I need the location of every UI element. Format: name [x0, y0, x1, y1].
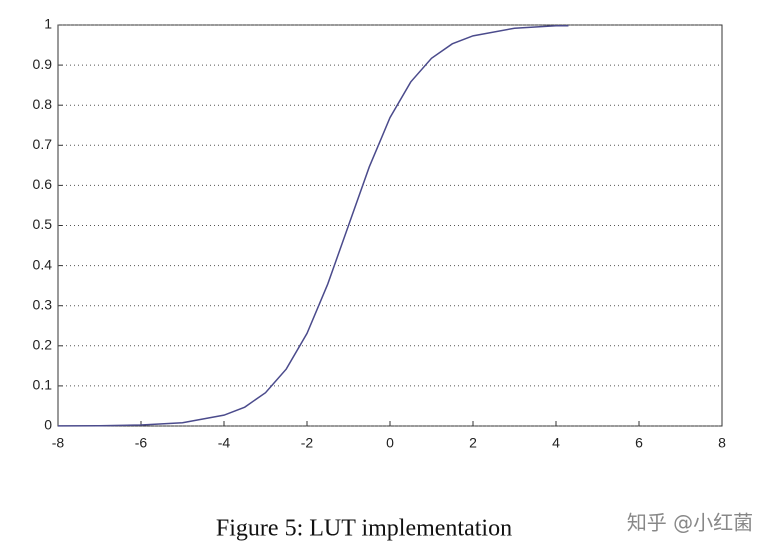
- y-tick-label: 0.6: [33, 176, 53, 192]
- y-tick-label: 0.8: [33, 96, 53, 112]
- y-tick-label: 0.7: [33, 136, 53, 152]
- y-tick-label: 0.5: [33, 216, 53, 232]
- x-tick-label: -8: [52, 435, 65, 451]
- x-tick-label: -2: [301, 435, 314, 451]
- watermark: 知乎 @小红菌: [627, 511, 753, 535]
- y-tick-label: 0.4: [33, 256, 53, 272]
- x-tick-label: 4: [552, 435, 560, 451]
- x-tick-label: -4: [218, 435, 231, 451]
- y-tick-label: 1: [44, 16, 52, 32]
- x-tick-label: -6: [135, 435, 148, 451]
- x-tick-label: 6: [635, 435, 643, 451]
- y-tick-label: 0: [44, 417, 52, 433]
- caption: Figure 5: LUT implementation: [216, 516, 512, 542]
- y-tick-label: 0.2: [33, 337, 53, 353]
- x-tick-label: 0: [386, 435, 394, 451]
- x-tick-label: 8: [718, 435, 726, 451]
- y-tick-label: 0.3: [33, 296, 53, 312]
- y-tick-label: 0.1: [33, 377, 53, 393]
- data-line: [57, 25, 569, 427]
- x-tick-label: 2: [469, 435, 477, 451]
- y-tick-label: 0.9: [33, 56, 53, 72]
